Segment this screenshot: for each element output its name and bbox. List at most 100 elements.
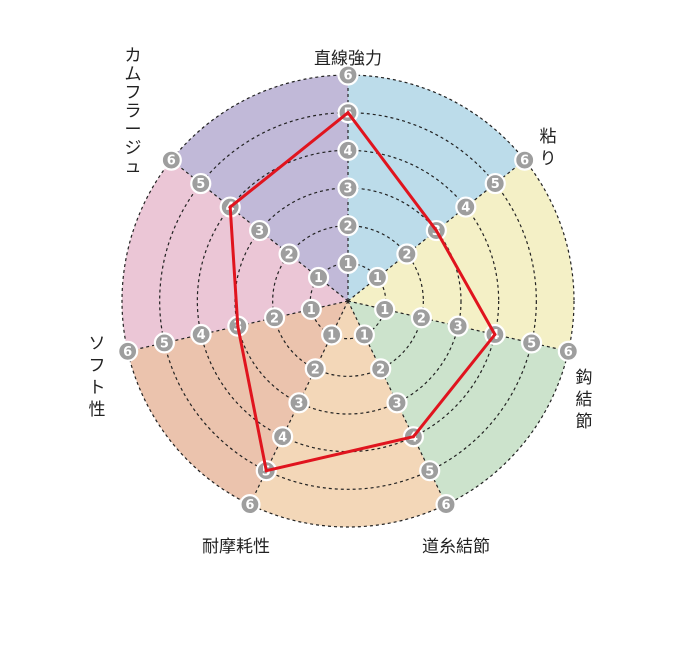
tick-badge: 2	[263, 307, 286, 329]
tick-label: 5	[160, 337, 169, 352]
tick-marker	[288, 392, 310, 414]
sector-6	[122, 160, 349, 352]
tick-label: 5	[527, 337, 536, 352]
tick-label: 3	[343, 182, 352, 197]
tick-label: 3	[294, 396, 303, 411]
series-point-4	[411, 435, 415, 439]
tick-marker	[278, 243, 300, 265]
axis-label-3: 鈎結節	[576, 368, 593, 432]
tick-badge: 5	[419, 460, 441, 482]
tick-marker	[521, 332, 543, 354]
tick-badge: 6	[117, 340, 139, 362]
tick-badge: 3	[386, 392, 408, 414]
series-point-5	[264, 469, 268, 473]
tick-badge: 1	[353, 324, 375, 346]
axis-label-1: 直線強力	[314, 49, 382, 69]
tick-badge: 6	[239, 494, 261, 516]
tick-marker	[514, 149, 536, 171]
tick-label: 5	[196, 177, 205, 192]
tick-badge: 6	[160, 149, 182, 171]
tick-label: 2	[311, 362, 320, 377]
tick-label: 2	[417, 311, 426, 326]
tick-label: 2	[402, 248, 411, 263]
tick-marker	[304, 358, 326, 380]
tick-marker	[117, 340, 139, 362]
tick-badge: 4	[190, 323, 212, 346]
tick-label: 2	[285, 248, 294, 263]
axis-label-7: カムフラージュ	[125, 46, 142, 177]
tick-label: 1	[314, 271, 323, 286]
tick-marker	[484, 172, 506, 195]
tick-badge: 5	[521, 332, 543, 354]
tick-label: 1	[327, 329, 336, 344]
tick-marker	[190, 323, 212, 346]
tick-badge: 1	[307, 266, 330, 289]
tick-marker	[272, 426, 294, 448]
tick-badge: 3	[288, 392, 310, 414]
tick-badge: 1	[366, 266, 389, 289]
tick-label: 3	[454, 320, 463, 335]
tick-badge: 2	[337, 215, 359, 237]
tick-marker	[419, 460, 441, 482]
tick-marker	[249, 219, 271, 242]
tick-marker	[370, 358, 392, 380]
tick-label: 4	[343, 144, 352, 159]
tick-label: 6	[343, 69, 352, 84]
tick-marker	[410, 307, 433, 329]
tick-marker	[239, 494, 261, 516]
tick-marker	[396, 243, 418, 265]
tick-marker	[337, 177, 359, 199]
tick-badge: 2	[370, 358, 392, 380]
tick-marker	[160, 149, 182, 171]
tick-marker	[455, 196, 477, 218]
sector-2	[348, 160, 574, 352]
tick-label: 4	[461, 201, 470, 216]
tick-badge: 3	[447, 315, 469, 337]
tick-label: 4	[197, 328, 206, 343]
tick-label: 1	[360, 329, 369, 344]
tick-label: 1	[373, 271, 382, 286]
tick-badge: 6	[557, 340, 579, 362]
tick-label: 2	[270, 311, 279, 326]
tick-badge: 1	[300, 298, 322, 320]
tick-label: 6	[564, 345, 573, 360]
tick-marker	[190, 172, 212, 195]
tick-marker	[337, 64, 359, 86]
tick-label: 3	[255, 224, 264, 239]
chart-ticks: 1234561234561234561234561234561234561234…	[117, 64, 579, 516]
tick-marker	[300, 298, 322, 320]
series-point-1	[346, 111, 350, 115]
tick-label: 2	[376, 362, 385, 377]
tick-marker	[337, 252, 359, 274]
tick-marker	[337, 215, 359, 237]
tick-marker	[263, 307, 286, 329]
sector-1	[348, 75, 525, 301]
tick-label: 3	[393, 396, 402, 411]
tick-marker	[374, 298, 396, 320]
tick-badge: 2	[396, 243, 418, 265]
series-point-2	[434, 229, 438, 233]
tick-marker	[321, 324, 343, 346]
sector-7	[171, 75, 348, 301]
tick-marker	[307, 266, 330, 289]
tick-marker	[447, 315, 469, 337]
axis-label-6: ソフト性	[89, 334, 106, 420]
tick-badge: 1	[337, 252, 359, 274]
tick-badge: 5	[190, 172, 212, 195]
tick-marker	[353, 324, 375, 346]
axis-label-5: 耐摩耗性	[202, 537, 270, 557]
chart-series	[228, 110, 497, 473]
series-point-7	[228, 205, 232, 209]
tick-label: 1	[343, 257, 352, 272]
tick-badge: 4	[455, 196, 477, 218]
tick-label: 1	[307, 303, 316, 318]
tick-label: 6	[245, 498, 254, 513]
series-point-3	[493, 333, 497, 337]
tick-badge: 6	[337, 64, 359, 86]
tick-badge: 5	[153, 332, 175, 354]
tick-label: 5	[425, 464, 434, 479]
tick-label: 4	[278, 430, 287, 445]
tick-badge: 2	[410, 307, 433, 329]
sector-4	[249, 301, 447, 527]
